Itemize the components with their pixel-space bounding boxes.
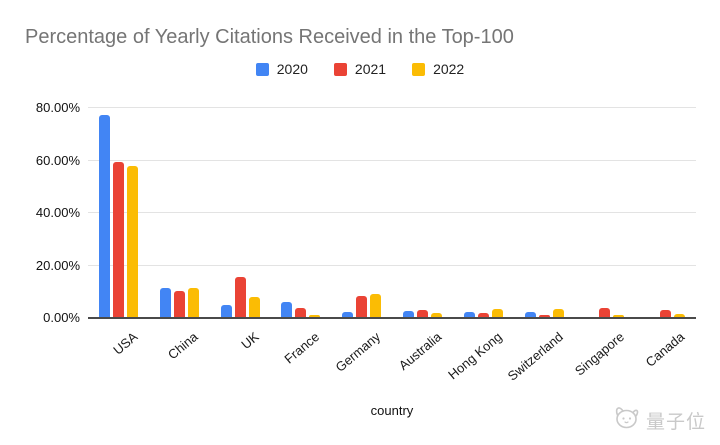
bar-2021-australia [416, 310, 428, 317]
qbitai-cat-logo-icon [613, 406, 640, 435]
gridline [88, 264, 696, 266]
bar-2021-usa [112, 161, 124, 317]
bar-2020-australia [402, 310, 414, 317]
x-axis-label-france: France [281, 329, 323, 367]
legend-swatch-icon [412, 62, 426, 76]
bar-2022-singapore [613, 314, 625, 317]
bar-2022-france [309, 315, 321, 317]
x-axis-label-uk: UK [238, 329, 262, 353]
bar-2022-usa [126, 166, 138, 317]
bar-2022-germany [370, 294, 382, 317]
legend-label: 2022 [433, 61, 465, 77]
bar-2021-singapore [599, 307, 611, 317]
legend-item-2022: 2022 [412, 61, 464, 77]
bar-2021-france [295, 307, 307, 317]
legend-item-2021: 2021 [333, 61, 387, 77]
bar-2020-france [281, 301, 293, 317]
bar-2022-australia [430, 312, 442, 317]
bar-2022-hong-kong [491, 309, 503, 317]
bar-2022-uk [248, 297, 260, 317]
watermark: 量子位 [613, 406, 706, 435]
bar-2021-hong-kong [477, 312, 489, 317]
x-axis-label-hong-kong: Hong Kong [445, 329, 505, 383]
bar-2021-uk [234, 276, 246, 317]
legend-item-2020: 2020 [255, 61, 308, 77]
y-axis-tick-label: 0.00% [43, 310, 80, 325]
y-axis-tick-label: 40.00% [35, 205, 80, 220]
bar-2020-switzerland [524, 312, 536, 317]
legend: 2020 2021 2022 [0, 61, 720, 77]
x-axis-title: country [370, 403, 414, 418]
y-axis-tick-label: 80.00% [35, 100, 80, 115]
x-axis-label-germany: Germany [332, 329, 384, 375]
bar-2022-canada [674, 313, 686, 317]
bar-2021-germany [356, 296, 368, 317]
bar-2021-china [173, 290, 185, 317]
bar-2020-china [159, 288, 171, 317]
watermark-label: 量子位 [645, 412, 706, 433]
bar-2020-uk [220, 305, 232, 317]
legend-swatch-icon [333, 62, 347, 76]
x-axis-label-australia: Australia [395, 329, 445, 374]
x-axis-label-canada: Canada [642, 329, 688, 370]
y-axis-tick-label: 60.00% [35, 152, 80, 168]
x-axis-label-singapore: Singapore [571, 329, 627, 379]
gridline [88, 159, 696, 161]
bar-2022-china [187, 288, 199, 317]
x-axis-label-switzerland: Switzerland [504, 329, 566, 384]
chart-title: Percentage of Yearly Citations Received … [25, 26, 514, 48]
x-axis-label-usa: USA [109, 329, 141, 358]
gridline [88, 212, 696, 213]
bar-2021-switzerland [538, 314, 550, 317]
bar-2020-usa [98, 115, 110, 317]
legend-label: 2021 [354, 61, 387, 77]
bar-2022-switzerland [552, 308, 564, 317]
plot-area: 0.00% 20.00% 40.00% 60.00% 80.00% USA China UK F… [36, 100, 696, 384]
bar-2021-canada [660, 310, 672, 317]
x-axis-label-china: China [165, 329, 201, 363]
bar-2020-germany [342, 311, 354, 317]
bar-2020-hong-kong [463, 311, 475, 317]
legend-label: 2020 [276, 61, 308, 77]
y-axis-tick-label: 20.00% [35, 257, 80, 273]
legend-swatch-icon [255, 62, 269, 76]
gridline [88, 107, 696, 108]
